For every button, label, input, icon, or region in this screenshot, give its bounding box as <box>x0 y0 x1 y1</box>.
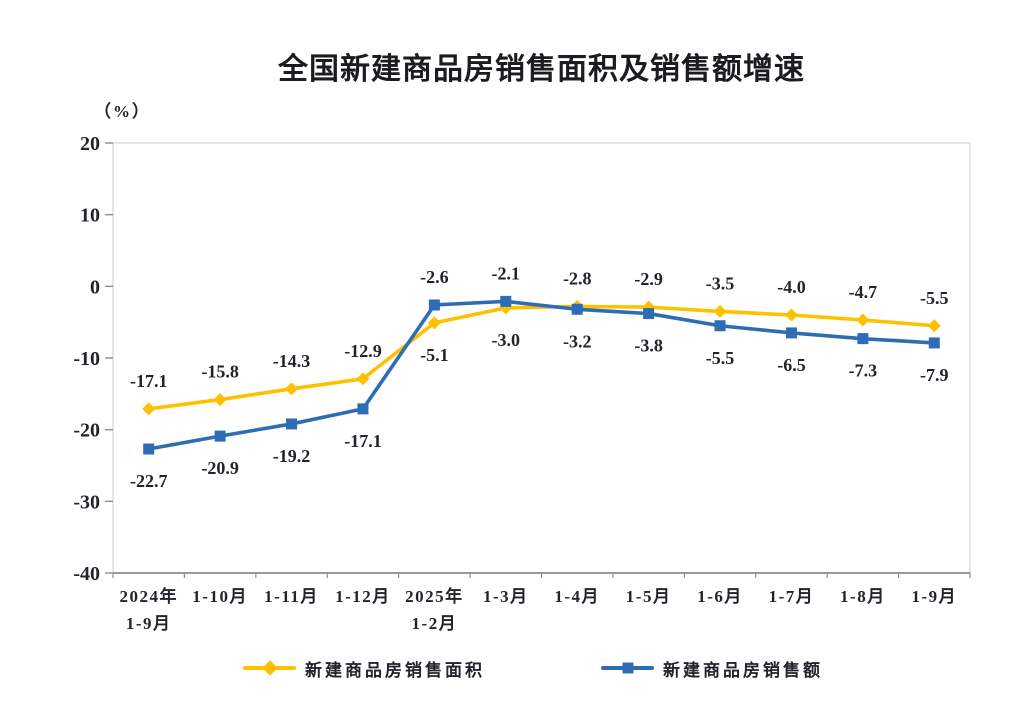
x-tick-label: 1-12月 <box>335 587 391 606</box>
data-label: -5.1 <box>420 345 449 365</box>
data-label: -15.8 <box>201 362 239 382</box>
square-marker-icon <box>214 430 226 442</box>
data-label: -4.0 <box>777 277 806 297</box>
y-axis-unit-label: （%） <box>94 102 151 121</box>
x-tick-label: 1-3月 <box>483 587 529 606</box>
y-tick-label: -20 <box>73 420 100 442</box>
data-label: -22.7 <box>130 471 168 491</box>
diamond-marker-icon <box>784 308 798 322</box>
y-tick-label: 20 <box>80 133 100 155</box>
diamond-marker-icon <box>261 660 278 676</box>
data-label: -5.5 <box>706 348 735 368</box>
data-label: -20.9 <box>201 458 239 478</box>
square-marker-icon <box>622 662 633 674</box>
square-marker-icon <box>286 418 298 430</box>
square-marker-icon <box>928 337 940 349</box>
square-marker-icon <box>571 303 583 315</box>
data-label: -19.2 <box>273 446 311 466</box>
diamond-marker-icon <box>356 372 370 386</box>
diamond-marker-icon <box>856 313 870 327</box>
data-label: -2.9 <box>634 269 663 289</box>
data-label: -2.6 <box>420 267 449 287</box>
legend-line-sales-amount <box>601 662 654 674</box>
square-marker-icon <box>143 443 155 455</box>
data-label: -3.2 <box>563 331 592 351</box>
diamond-marker-icon <box>213 393 227 407</box>
square-marker-icon <box>785 327 797 339</box>
data-label: -7.9 <box>920 365 949 385</box>
diamond-marker-icon <box>142 402 156 416</box>
x-tick-label: 2024年 1-9月 <box>119 586 178 633</box>
x-tick-label: 1-8月 <box>840 587 886 606</box>
data-label: -3.5 <box>706 273 735 293</box>
square-marker-icon <box>500 295 512 307</box>
square-marker-icon <box>714 320 726 332</box>
data-label: -17.1 <box>344 431 382 451</box>
diamond-marker-icon <box>927 319 941 333</box>
series-line-1 <box>146 299 937 451</box>
diamond-marker-icon <box>427 316 441 330</box>
data-label: -3.0 <box>492 330 521 350</box>
legend-item-sales-area: 新建商品房销售面积 <box>243 659 485 680</box>
x-tick-label: 1-11月 <box>264 587 319 606</box>
x-tick-label: 1-10月 <box>192 587 248 606</box>
square-marker-icon <box>357 403 369 415</box>
data-label: -7.3 <box>849 361 878 381</box>
x-tick-label: 1-7月 <box>769 587 815 606</box>
chart-title: 全国新建商品房销售面积及销售额增速 <box>278 53 805 86</box>
square-marker-icon <box>857 333 869 345</box>
legend-label-sales-amount: 新建商品房销售额 <box>663 660 823 680</box>
square-marker-icon <box>643 308 655 320</box>
legend-item-sales-amount: 新建商品房销售额 <box>601 659 823 680</box>
diamond-marker-icon <box>285 382 299 396</box>
x-tick-label: 1-9月 <box>911 587 957 606</box>
data-label: -12.9 <box>344 341 382 361</box>
y-tick-label: 10 <box>80 205 100 227</box>
x-tick-label: 1-6月 <box>697 587 743 606</box>
data-label: -6.5 <box>777 355 806 375</box>
data-label: -14.3 <box>273 351 311 371</box>
data-label: -4.7 <box>849 282 878 302</box>
x-tick-label: 1-4月 <box>554 587 600 606</box>
y-tick-label: -30 <box>73 491 100 513</box>
legend-label-sales-area: 新建商品房销售面积 <box>305 660 485 680</box>
legend-line-sales-area <box>243 660 296 676</box>
y-tick-label: 0 <box>90 276 100 298</box>
data-label: -2.1 <box>492 263 521 283</box>
x-tick-label: 1-5月 <box>626 587 672 606</box>
diamond-marker-icon <box>713 304 727 318</box>
x-tick-label: 2025年 1-2月 <box>405 586 464 633</box>
data-label: -17.1 <box>130 371 168 391</box>
series-line-0 <box>146 304 937 411</box>
square-marker-icon <box>428 299 440 311</box>
data-label: -3.8 <box>634 336 663 356</box>
y-tick-label: -40 <box>73 563 100 585</box>
data-label: -2.8 <box>563 268 592 288</box>
data-label: -5.5 <box>920 288 949 308</box>
y-tick-label: -10 <box>73 348 100 370</box>
plot-area-border <box>112 142 971 574</box>
